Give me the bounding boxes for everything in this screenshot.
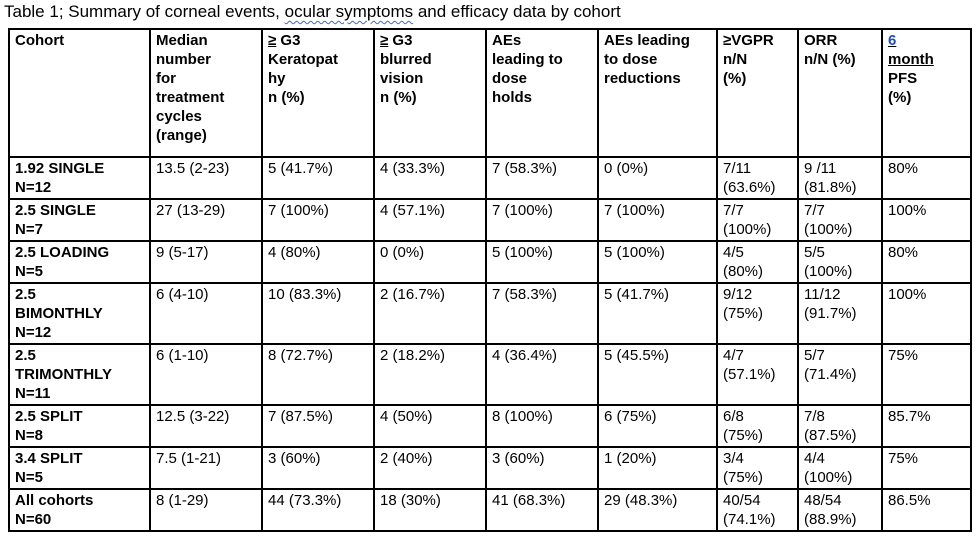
cell-keratopathy: 7 (100%) xyxy=(261,198,375,242)
table-caption: Table 1; Summary of corneal events, ocul… xyxy=(4,1,621,23)
cell-vgpr: 4/7 (57.1%) xyxy=(716,343,799,406)
cell-blurred-vision: 2 (18.2%) xyxy=(373,343,487,406)
cell-median-cycles: 9 (5-17) xyxy=(149,240,263,284)
pfs-header-link[interactable]: 6 month xyxy=(888,32,934,68)
cell-cohort: 2.5 TRIMONTHLY N=11 xyxy=(8,343,151,406)
cell-pfs: 75% xyxy=(881,446,972,490)
cell-blurred-vision: 0 (0%) xyxy=(373,240,487,284)
cell-cohort: 1.92 SINGLE N=12 xyxy=(8,156,151,200)
cell-dose-holds: 41 (68.3%) xyxy=(485,488,599,532)
cell-median-cycles: 8 (1-29) xyxy=(149,488,263,532)
table-row: 2.5 SINGLE N=7 27 (13-29) 7 (100%) 4 (57.1%)… xyxy=(8,198,972,242)
cell-pfs: 80% xyxy=(881,156,972,200)
cell-median-cycles: 6 (4-10) xyxy=(149,282,263,345)
cell-dose-holds: 3 (60%) xyxy=(485,446,599,490)
cell-orr: 9 /11 (81.8%) xyxy=(797,156,883,200)
table-row: 2.5 BIMONTHLY N=12 6 (4-10) 10 (83.3%) 2 (16.… xyxy=(8,282,972,345)
cell-orr: 11/12 (91.7%) xyxy=(797,282,883,345)
cell-pfs: 80% xyxy=(881,240,972,284)
cell-vgpr: 4/5 (80%) xyxy=(716,240,799,284)
cell-pfs: 85.7% xyxy=(881,404,972,448)
cell-orr: 5/7 (71.4%) xyxy=(797,343,883,406)
cell-median-cycles: 7.5 (1-21) xyxy=(149,446,263,490)
cell-keratopathy: 8 (72.7%) xyxy=(261,343,375,406)
cell-keratopathy: 44 (73.3%) xyxy=(261,488,375,532)
cell-dose-reductions: 1 (20%) xyxy=(597,446,718,490)
cell-pfs: 86.5% xyxy=(881,488,972,532)
cell-dose-reductions: 5 (41.7%) xyxy=(597,282,718,345)
cell-cohort: All cohorts N=60 xyxy=(8,488,151,532)
cell-dose-reductions: 29 (48.3%) xyxy=(597,488,718,532)
cell-blurred-vision: 2 (16.7%) xyxy=(373,282,487,345)
cell-dose-holds: 7 (100%) xyxy=(485,198,599,242)
table-row: 2.5 TRIMONTHLY N=11 6 (1-10) 8 (72.7%) 2 (18.… xyxy=(8,343,972,406)
header-blurred-vision: ≥ G3 blurred vision n (%) xyxy=(373,28,487,158)
cell-cohort: 2.5 LOADING N=5 xyxy=(8,240,151,284)
header-median-cycles: Median number for treatment cycles (rang… xyxy=(149,28,263,158)
cell-vgpr: 40/54 (74.1%) xyxy=(716,488,799,532)
table-row: 2.5 LOADING N=5 9 (5-17) 4 (80%) 0 (0%) 5 (10… xyxy=(8,240,972,284)
table-row: 2.5 SPLIT N=8 12.5 (3-22) 7 (87.5%) 4 (50%) 8… xyxy=(8,404,972,448)
cell-orr: 5/5 (100%) xyxy=(797,240,883,284)
cell-keratopathy: 4 (80%) xyxy=(261,240,375,284)
cell-pfs: 75% xyxy=(881,343,972,406)
cell-dose-reductions: 7 (100%) xyxy=(597,198,718,242)
cell-vgpr: 9/12 (75%) xyxy=(716,282,799,345)
table-row: 1.92 SINGLE N=12 13.5 (2-23) 5 (41.7%) 4 (33… xyxy=(8,156,972,200)
cell-dose-holds: 5 (100%) xyxy=(485,240,599,284)
cell-dose-holds: 7 (58.3%) xyxy=(485,156,599,200)
cell-vgpr: 7/11 (63.6%) xyxy=(716,156,799,200)
cell-median-cycles: 12.5 (3-22) xyxy=(149,404,263,448)
cell-dose-reductions: 5 (100%) xyxy=(597,240,718,284)
cell-cohort: 2.5 SINGLE N=7 xyxy=(8,198,151,242)
cell-vgpr: 3/4 (75%) xyxy=(716,446,799,490)
header-pfs: 6 month PFS (%) xyxy=(881,28,972,158)
caption-spellcheck-flag: ocular symptoms xyxy=(284,2,414,21)
cell-blurred-vision: 4 (33.3%) xyxy=(373,156,487,200)
table-row: 3.4 SPLIT N=5 7.5 (1-21) 3 (60%) 2 (40%) 3 (6… xyxy=(8,446,972,490)
header-orr: ORR n/N (%) xyxy=(797,28,883,158)
cell-blurred-vision: 18 (30%) xyxy=(373,488,487,532)
cell-vgpr: 7/7 (100%) xyxy=(716,198,799,242)
cell-dose-holds: 7 (58.3%) xyxy=(485,282,599,345)
header-cohort: Cohort xyxy=(8,28,151,158)
cell-dose-holds: 8 (100%) xyxy=(485,404,599,448)
cell-orr: 4/4 (100%) xyxy=(797,446,883,490)
cell-median-cycles: 6 (1-10) xyxy=(149,343,263,406)
cell-dose-reductions: 0 (0%) xyxy=(597,156,718,200)
header-row: Cohort Median number for treatment cycle… xyxy=(8,28,972,158)
summary-table: Cohort Median number for treatment cycle… xyxy=(8,28,972,532)
cell-dose-reductions: 5 (45.5%) xyxy=(597,343,718,406)
caption-before: Table 1; Summary of corneal events, xyxy=(4,2,285,21)
cell-cohort: 3.4 SPLIT N=5 xyxy=(8,446,151,490)
cell-orr: 7/8 (87.5%) xyxy=(797,404,883,448)
cell-blurred-vision: 2 (40%) xyxy=(373,446,487,490)
cell-orr: 7/7 (100%) xyxy=(797,198,883,242)
cell-keratopathy: 10 (83.3%) xyxy=(261,282,375,345)
cell-blurred-vision: 4 (57.1%) xyxy=(373,198,487,242)
cell-dose-reductions: 6 (75%) xyxy=(597,404,718,448)
table-row: All cohorts N=60 8 (1-29) 44 (73.3%) 18 (30%… xyxy=(8,488,972,532)
cell-pfs: 100% xyxy=(881,282,972,345)
cell-median-cycles: 13.5 (2-23) xyxy=(149,156,263,200)
cell-dose-holds: 4 (36.4%) xyxy=(485,343,599,406)
header-dose-reductions: AEs leading to dose reductions xyxy=(597,28,718,158)
cell-median-cycles: 27 (13-29) xyxy=(149,198,263,242)
header-keratopathy: ≥ G3 Keratopat hy n (%) xyxy=(261,28,375,158)
cell-keratopathy: 7 (87.5%) xyxy=(261,404,375,448)
cell-orr: 48/54 (88.9%) xyxy=(797,488,883,532)
cell-vgpr: 6/8 (75%) xyxy=(716,404,799,448)
table-body: 1.92 SINGLE N=12 13.5 (2-23) 5 (41.7%) 4 (33… xyxy=(8,156,972,532)
caption-after: and efficacy data by cohort xyxy=(413,2,621,21)
header-vgpr: ≥VGPR n/N (%) xyxy=(716,28,799,158)
cell-keratopathy: 5 (41.7%) xyxy=(261,156,375,200)
cell-cohort: 2.5 BIMONTHLY N=12 xyxy=(8,282,151,345)
cell-blurred-vision: 4 (50%) xyxy=(373,404,487,448)
header-dose-holds: AEs leading to dose holds xyxy=(485,28,599,158)
cell-cohort: 2.5 SPLIT N=8 xyxy=(8,404,151,448)
cell-keratopathy: 3 (60%) xyxy=(261,446,375,490)
cell-pfs: 100% xyxy=(881,198,972,242)
